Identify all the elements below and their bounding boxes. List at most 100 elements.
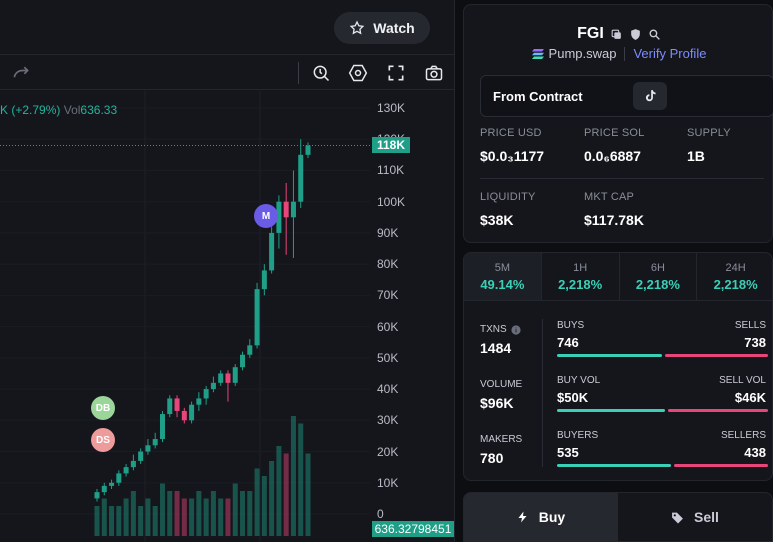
makers-value: 780 xyxy=(480,450,504,466)
candle-body xyxy=(181,410,187,421)
tab-5m-label: 5M xyxy=(494,261,511,274)
volume-bar xyxy=(159,483,165,536)
candle-body xyxy=(174,398,180,411)
volume-bar xyxy=(276,446,282,536)
tab-6h-value: 2,218% xyxy=(635,276,680,292)
buy-label: Buy xyxy=(538,509,566,525)
token-info-card: FGI Pump.swap Verify Profile From Contra… xyxy=(463,4,773,243)
makers-label: MAKERS xyxy=(480,434,523,445)
marker-m-badge[interactable]: M xyxy=(254,204,278,228)
search-icon[interactable] xyxy=(648,28,661,41)
volume-bar xyxy=(232,483,238,536)
sells-label: SELLS xyxy=(734,320,766,331)
volume-bar xyxy=(283,453,289,536)
volume-bar xyxy=(254,468,260,536)
liquidity-value: $38K xyxy=(480,212,514,228)
watch-label: Watch xyxy=(373,20,415,36)
buyers-label: BUYERS xyxy=(557,430,599,441)
volume-bar xyxy=(269,461,275,536)
volume-bar xyxy=(138,506,144,536)
buys-ratio-bar xyxy=(557,354,662,357)
sell-vol-value: $46K xyxy=(734,390,766,405)
tab-5m[interactable]: 5M 49.14% xyxy=(464,253,542,300)
volume-bar xyxy=(116,506,122,536)
marker-db-badge[interactable]: DB xyxy=(91,396,115,420)
volume-bar xyxy=(94,506,100,536)
y-tick-label: 40K xyxy=(377,382,399,397)
y-tick-label: 10K xyxy=(377,475,399,490)
token-title: FGI xyxy=(464,25,773,43)
copy-icon[interactable] xyxy=(610,28,623,41)
candle-body xyxy=(269,232,275,271)
buys-label: BUYS xyxy=(557,320,585,331)
tab-1h-value: 2,218% xyxy=(558,276,603,292)
tiktok-button[interactable] xyxy=(633,82,667,110)
candle-body xyxy=(218,373,224,383)
chart-legend: K (+2.79%) Vol636.33 xyxy=(0,103,117,117)
shield-icon[interactable] xyxy=(629,28,642,41)
volume-bar xyxy=(167,491,173,536)
chart-canvas xyxy=(0,91,372,542)
info-icon[interactable] xyxy=(511,324,521,335)
toolbar-divider xyxy=(298,62,299,84)
y-tick-label: 110K xyxy=(377,163,405,178)
camera-icon[interactable] xyxy=(423,62,445,84)
token-subtitle: Pump.swap Verify Profile xyxy=(464,46,773,61)
volume-bar xyxy=(196,491,202,536)
fullscreen-icon[interactable] xyxy=(385,62,407,84)
liquidity-label: LIQUIDITY xyxy=(480,191,536,203)
star-icon xyxy=(349,20,365,35)
marker-ds-badge[interactable]: DS xyxy=(91,428,115,452)
price-sol-value: 0.0₆6887 xyxy=(584,148,641,164)
candle-body xyxy=(247,345,253,355)
tab-24h[interactable]: 24H 2,218% xyxy=(697,253,772,300)
dex-link[interactable]: Pump.swap xyxy=(531,46,616,61)
volume-bar xyxy=(305,453,311,536)
candle-body xyxy=(123,467,129,474)
volume-bar xyxy=(189,498,195,536)
verify-profile-link[interactable]: Verify Profile xyxy=(633,46,707,61)
redo-icon[interactable] xyxy=(10,62,32,84)
legend-vol-label: Vol xyxy=(63,103,81,117)
candle-body xyxy=(276,201,282,233)
tab-1h-label: 1H xyxy=(573,261,588,274)
legend-vol-value: 636.33 xyxy=(80,103,118,117)
volume-value: $96K xyxy=(480,395,514,411)
crosshair-zoom-icon[interactable] xyxy=(310,62,332,84)
settings-hexagon-icon[interactable] xyxy=(347,62,369,84)
watch-button[interactable]: Watch xyxy=(334,12,430,44)
sellers-value: 438 xyxy=(744,445,766,460)
sell-vol-ratio-bar xyxy=(668,409,768,412)
candle-body xyxy=(109,482,115,486)
candle-body xyxy=(298,154,304,202)
candle-body xyxy=(305,145,311,155)
candle-body xyxy=(101,485,107,493)
candle-body xyxy=(94,492,100,499)
chart-toolbar xyxy=(0,56,455,90)
candle-body xyxy=(232,367,238,383)
buys-value: 746 xyxy=(557,335,579,350)
legend-change-pct: K (+2.79%) xyxy=(0,103,61,117)
chart-panel: Watch K (+2.79%) Vo xyxy=(0,0,455,542)
tab-6h[interactable]: 6H 2,218% xyxy=(620,253,698,300)
candlestick-chart[interactable] xyxy=(0,91,455,542)
supply-value: 1B xyxy=(687,148,705,164)
candle-body xyxy=(240,354,246,368)
sellers-ratio-bar xyxy=(674,464,768,467)
txstats-divider xyxy=(542,319,543,467)
candle-body xyxy=(138,451,144,461)
buy-tab[interactable]: Buy xyxy=(464,493,618,541)
sell-label: Sell xyxy=(694,509,719,525)
sellers-label: SELLERS xyxy=(720,430,766,441)
token-symbol: FGI xyxy=(577,25,604,42)
volume-bar xyxy=(130,491,136,536)
candle-body xyxy=(116,473,122,483)
candle-body xyxy=(167,398,173,415)
sell-tab[interactable]: Sell xyxy=(618,493,772,541)
y-tick-label: 0 xyxy=(377,507,384,521)
volume-bar xyxy=(152,506,158,536)
volume-bar xyxy=(240,491,246,536)
sell-vol-label: SELL VOL xyxy=(719,375,766,386)
tab-1h[interactable]: 1H 2,218% xyxy=(542,253,620,300)
candle-body xyxy=(203,389,209,399)
